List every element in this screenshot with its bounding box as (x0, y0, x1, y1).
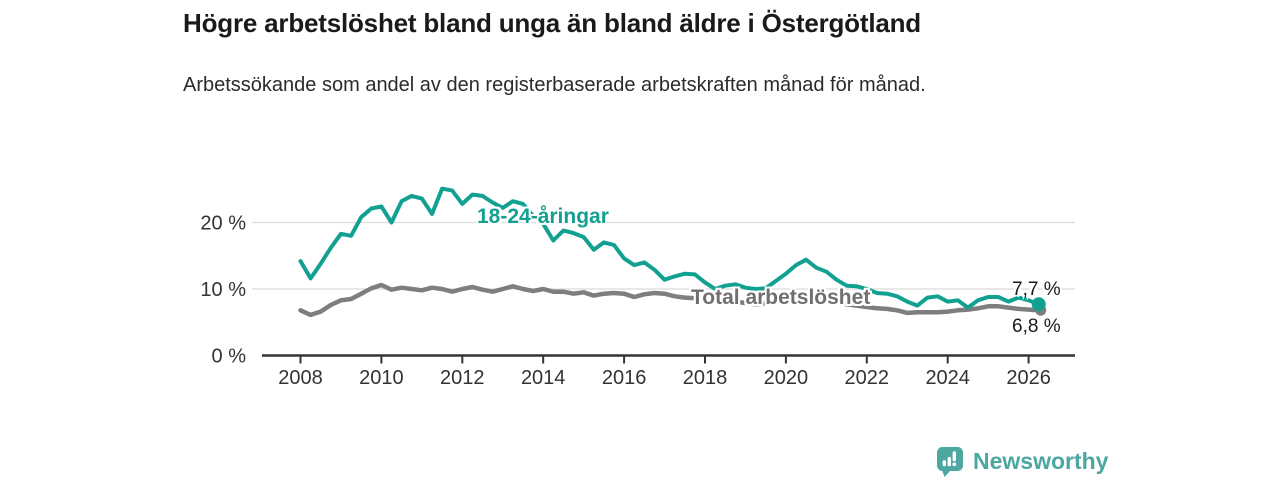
series-label-total: Total arbetslöshet (691, 286, 871, 309)
series-label-youth: 18-24-åringar (477, 205, 609, 228)
x-tick-label: 2008 (278, 367, 323, 389)
x-tick-label: 2018 (683, 367, 728, 389)
chart-title: Högre arbetslöshet bland unga än bland ä… (183, 8, 921, 38)
x-tick-label: 2026 (1006, 367, 1051, 389)
y-tick-label: 10 % (200, 279, 246, 301)
youth-series-line (298, 186, 1041, 310)
x-tick-label: 2020 (764, 367, 809, 389)
x-tick-label: 2016 (602, 367, 647, 389)
end-value-total: 6,8 % (1012, 316, 1061, 337)
end-value-youth: 7,7 % (1012, 279, 1061, 300)
newsworthy-logo-icon (937, 447, 963, 477)
x-tick-label: 2012 (440, 367, 485, 389)
x-tick-label: 2022 (845, 367, 890, 389)
newsworthy-wordmark: Newsworthy (973, 448, 1109, 474)
youth-end-dot (1031, 297, 1046, 312)
total-series-line (298, 282, 1041, 318)
newsworthy-branding[interactable]: Newsworthy (936, 446, 1108, 477)
x-tick-label: 2014 (521, 367, 566, 389)
x-tick-label: 2024 (925, 367, 970, 389)
y-tick-label: 0 % (212, 346, 247, 368)
y-tick-label: 20 % (200, 213, 246, 235)
chart-subtitle: Arbetssökande som andel av den registerb… (183, 74, 926, 96)
x-tick-label: 2010 (359, 367, 404, 389)
